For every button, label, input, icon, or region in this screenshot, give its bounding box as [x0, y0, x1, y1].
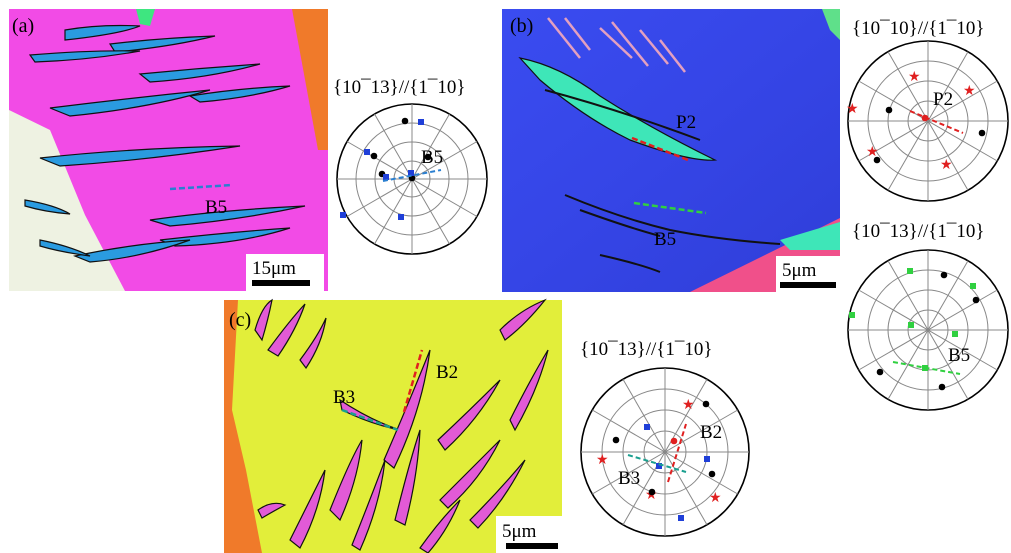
map-label-b3-c: B3 [333, 387, 355, 408]
stereonet-c [580, 367, 750, 537]
svg-text:★: ★ [908, 69, 921, 85]
stereonet-b-bottom [847, 249, 1009, 411]
scale-bar-text-a: 15μm [252, 258, 296, 279]
grain-orange-a [292, 9, 328, 150]
grain-teal-b [780, 222, 840, 250]
pole-points-b-top: ★ ★ ★ ★ ★ [846, 69, 986, 173]
scale-bar-text-c: 5μm [502, 521, 537, 542]
stereonet-b-top [847, 40, 1009, 202]
scale-bar-b [780, 282, 836, 288]
twin-lamellae-c [254, 298, 549, 553]
grain-green-a [136, 9, 155, 26]
svg-text:★: ★ [846, 101, 859, 117]
panel-label-b: (b) [510, 15, 533, 37]
pole-figure-title-b-bottom: {10¯13}//{1¯10} [852, 221, 985, 242]
grain-green-b [822, 9, 840, 40]
twin-lamellae-a [24, 24, 306, 263]
trace-line-b5-a [169, 183, 233, 191]
pole-figure-title-a: {10¯13}//{1¯10} [333, 77, 466, 98]
svg-text:★: ★ [682, 397, 695, 413]
svg-text:★: ★ [866, 144, 879, 160]
pole-points-c: ★ ★ ★ ★ [596, 397, 722, 521]
panel-c: B3 B2 (c) 5μm [224, 298, 562, 553]
pole-points-a [340, 117, 432, 220]
panel-label-c: (c) [229, 309, 251, 331]
panel-a: B5 (a) 15μm [9, 9, 328, 291]
pole-figure-b-top: {10¯10}//{1¯10} ★ ★ ★ ★ ★ P2 [846, 18, 1009, 202]
svg-text:★: ★ [963, 83, 976, 99]
pole-label-b2-c: B2 [700, 422, 722, 443]
map-label-b5-a: B5 [205, 197, 227, 218]
grain-light-a [9, 110, 125, 291]
ebsd-map-c [224, 300, 562, 553]
pole-figure-title-c: {10¯13}//{1¯10} [580, 339, 713, 360]
pole-label-p2-b: P2 [933, 89, 953, 110]
pole-figure-b-bottom: {10¯13}//{1¯10} B5 [847, 221, 1009, 411]
streaks-b [547, 17, 686, 73]
pole-label-b5-a: B5 [421, 147, 443, 168]
trace-line-b5-b [633, 201, 707, 215]
pole-trace-b-top [909, 110, 964, 134]
trace-line-b3-c [341, 408, 399, 432]
map-label-b2-c: B2 [436, 362, 458, 383]
map-label-p2-b: P2 [676, 112, 696, 133]
pole-trace-a [382, 169, 442, 182]
pole-figure-title-b-top: {10¯10}//{1¯10} [852, 18, 985, 39]
pole-trace-b2-c [667, 423, 687, 483]
grain-orange-c [224, 300, 262, 553]
pole-label-b5-b: B5 [948, 345, 970, 366]
pole-points-b-bottom [849, 268, 980, 391]
trace-line-b2-c [402, 349, 424, 413]
pole-trace-b-bottom [892, 361, 961, 375]
svg-text:★: ★ [940, 157, 953, 173]
panel-b: P2 B5 (b) 5μm [502, 9, 840, 292]
stereonet-a [336, 103, 488, 255]
pole-figure-a: {10¯13}//{1¯10} B5 [333, 77, 488, 255]
twin-p2-b [518, 57, 718, 161]
pole-figure-c: {10¯13}//{1¯10} ★ ★ ★ ★ [580, 339, 750, 537]
panel-label-a: (a) [12, 15, 34, 37]
svg-text:★: ★ [709, 490, 722, 506]
pole-trace-b3-c [627, 454, 687, 473]
scale-bar-c [506, 543, 558, 549]
scale-bar-a [252, 280, 310, 286]
trace-line-p2-b [631, 136, 689, 162]
pole-label-b3-c: B3 [618, 468, 640, 489]
twin-lamellae-b [544, 89, 781, 273]
map-label-b5-b: B5 [654, 229, 676, 250]
scale-bar-text-b: 5μm [782, 260, 817, 281]
svg-text:★: ★ [596, 452, 609, 468]
